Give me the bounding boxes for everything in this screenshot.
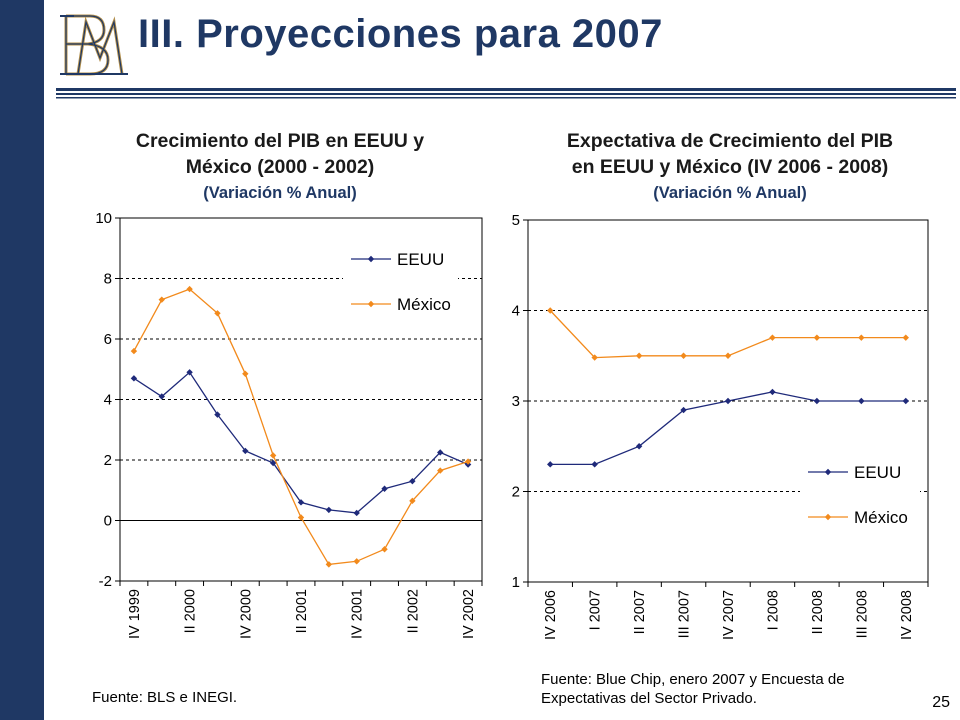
right-data-point <box>858 397 865 405</box>
left-data-point <box>214 411 221 418</box>
left-data-point <box>325 561 333 568</box>
right-series-line-1 <box>549 310 906 359</box>
right-legend-marker <box>824 468 832 476</box>
left-chart: -2 0 2 4 6 8 10 IV 1999 II 2000 IV 2000 II 2001 IV … <box>95 210 483 639</box>
left-legend <box>343 243 458 323</box>
left-y-tick-label: 6 <box>104 331 112 348</box>
right-x-tick-label: IV 2008 <box>899 590 915 640</box>
right-legend <box>800 456 920 526</box>
left-data-point <box>325 506 333 514</box>
right-data-point <box>769 388 776 396</box>
right-x-tick-label: IV 2006 <box>543 590 559 640</box>
left-accent-bar <box>0 0 44 720</box>
left-data-point <box>158 296 165 303</box>
left-data-point <box>353 558 360 565</box>
right-data-point <box>813 397 821 405</box>
left-data-point <box>437 467 444 474</box>
right-chart-title-line1: Expectativa de Crecimiento del PIB <box>566 130 894 152</box>
right-x-tick-label: II 2007 <box>632 590 648 634</box>
left-x-tick-label: IV 1999 <box>127 589 143 639</box>
right-y-tick-label: 3 <box>512 393 520 410</box>
right-x-tick-label: I 2008 <box>765 590 781 630</box>
right-y-tick-label: 1 <box>512 574 520 591</box>
right-legend-marker <box>824 513 832 521</box>
title-underline <box>56 88 956 99</box>
left-chart-subtitle: (Variación % Anual) <box>203 184 357 202</box>
right-data-point <box>591 461 598 468</box>
left-x-tick-label: II 2001 <box>294 589 310 633</box>
right-data-point <box>635 352 643 359</box>
left-y-tick-label: 2 <box>104 452 112 469</box>
right-chart-title: Expectativa de Crecimiento del PIB en EE… <box>510 128 950 206</box>
banco-de-mexico-logo <box>60 14 128 76</box>
left-x-tick-label: IV 2002 <box>461 589 477 639</box>
slide-title: III. Proyecciones para 2007 <box>138 12 663 56</box>
left-data-point <box>269 452 277 459</box>
left-y-tick-label: 4 <box>104 392 112 409</box>
left-legend-label: EEUU <box>397 250 444 269</box>
right-y-tick-label: 4 <box>512 303 520 320</box>
left-data-point <box>409 477 416 485</box>
left-x-tick-label: II 2002 <box>405 589 421 633</box>
left-data-point <box>186 369 193 376</box>
right-data-point <box>769 334 776 341</box>
left-data-point <box>437 449 444 456</box>
left-data-point <box>381 485 388 492</box>
left-y-tick-label: 10 <box>95 210 112 227</box>
left-x-tick-label: IV 2000 <box>238 589 254 639</box>
left-data-point <box>158 393 165 400</box>
left-legend-marker <box>367 300 375 308</box>
right-chart-title-line2: en EEUU y México (IV 2006 - 2008) <box>571 156 889 178</box>
left-data-point <box>409 497 416 505</box>
right-data-point <box>813 334 821 341</box>
right-chart-source: Fuente: Blue Chip, enero 2007 y Encuesta… <box>541 670 845 708</box>
right-x-tick-label: III 2008 <box>854 590 870 638</box>
left-data-point <box>297 514 305 521</box>
right-chart: 1 2 3 4 5 IV 2006 I 2007 II 2007 III 2007 IV 2007… <box>512 212 929 640</box>
left-y-tick-label: 8 <box>104 271 112 288</box>
left-chart-title-line2: México (2000 - 2002) <box>185 156 375 178</box>
right-legend-label: México <box>854 508 908 527</box>
left-y-tick-label: 0 <box>104 513 112 530</box>
left-chart-source: Fuente: BLS e INEGI. <box>92 689 238 706</box>
left-data-point <box>186 285 193 293</box>
right-x-tick-label: IV 2007 <box>721 590 737 640</box>
right-data-point <box>902 334 909 341</box>
right-chart-source-line1: Fuente: Blue Chip, enero 2007 y Encuesta… <box>541 671 845 688</box>
left-data-point <box>464 458 472 465</box>
right-x-tick-label: I 2007 <box>588 590 604 630</box>
left-legend-label: México <box>397 295 451 314</box>
right-x-tick-label: III 2007 <box>677 590 693 638</box>
right-data-point <box>724 397 732 405</box>
left-y-tick-label: -2 <box>99 573 112 590</box>
right-x-tick-label: II 2008 <box>810 590 826 634</box>
left-data-point <box>214 310 221 317</box>
left-data-point <box>269 459 277 467</box>
left-data-point <box>381 546 388 553</box>
right-data-point <box>902 397 909 405</box>
left-series-line-1 <box>133 288 469 566</box>
left-data-point <box>130 347 138 355</box>
left-chart-title-line1: Crecimiento del PIB en EEUU y <box>135 130 425 152</box>
right-y-tick-label: 2 <box>512 484 520 501</box>
left-data-point <box>242 370 249 377</box>
right-data-point <box>724 352 732 359</box>
left-data-point <box>130 375 138 382</box>
left-x-tick-label: II 2000 <box>183 589 199 633</box>
left-x-tick-label: IV 2001 <box>350 589 366 639</box>
left-data-point <box>242 447 249 455</box>
right-data-point <box>858 334 865 341</box>
right-data-point <box>547 307 554 314</box>
right-chart-source-line2: Expectativas del Sector Privado. <box>541 690 757 707</box>
right-y-tick-label: 5 <box>512 212 520 229</box>
left-series-line-0 <box>133 371 469 514</box>
page-number: 25 <box>932 694 950 711</box>
right-legend-label: EEUU <box>854 463 901 482</box>
left-data-point <box>297 499 305 506</box>
right-data-point <box>680 352 687 359</box>
right-chart-subtitle: (Variación % Anual) <box>653 184 807 202</box>
right-data-point <box>547 461 554 468</box>
left-data-point <box>353 509 360 517</box>
left-chart-title: Crecimiento del PIB en EEUU y México (20… <box>80 128 480 206</box>
